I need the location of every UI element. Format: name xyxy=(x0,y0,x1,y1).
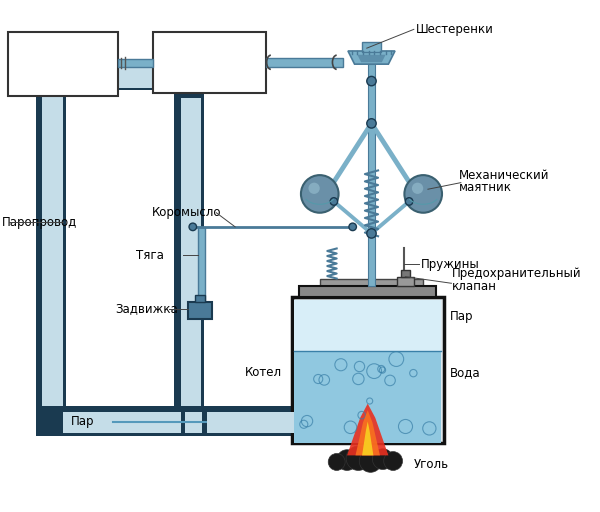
Bar xyxy=(181,98,201,420)
Bar xyxy=(8,32,118,96)
Circle shape xyxy=(406,198,413,205)
Bar xyxy=(397,276,414,286)
Bar xyxy=(174,92,204,426)
Circle shape xyxy=(301,175,338,213)
Text: клапан: клапан xyxy=(451,280,496,292)
Bar xyxy=(66,60,188,91)
Bar xyxy=(36,406,299,436)
Polygon shape xyxy=(355,410,380,455)
Circle shape xyxy=(412,183,423,194)
Bar xyxy=(118,58,153,67)
Text: Пар: Пар xyxy=(449,310,473,323)
Text: Задвижка: Задвижка xyxy=(115,302,178,315)
Text: Механический: Механический xyxy=(459,168,550,182)
Polygon shape xyxy=(358,55,386,62)
Circle shape xyxy=(367,76,376,86)
Polygon shape xyxy=(362,421,373,455)
Circle shape xyxy=(384,452,403,471)
Bar xyxy=(36,60,66,427)
Bar xyxy=(320,279,423,286)
Text: Коромысло: Коромысло xyxy=(152,206,222,219)
Polygon shape xyxy=(348,51,395,64)
Circle shape xyxy=(308,183,320,194)
Bar xyxy=(43,67,63,420)
Bar xyxy=(295,300,441,351)
Polygon shape xyxy=(347,403,388,455)
Circle shape xyxy=(359,450,382,472)
Bar xyxy=(292,297,444,443)
Bar xyxy=(188,302,212,319)
Bar xyxy=(153,32,266,93)
Text: Паропровод: Паропровод xyxy=(2,216,77,229)
Bar xyxy=(320,286,423,295)
Bar xyxy=(202,406,298,436)
Bar xyxy=(368,64,375,286)
Bar xyxy=(207,412,296,433)
Bar xyxy=(43,67,63,88)
Bar xyxy=(43,406,63,436)
Bar xyxy=(185,412,206,433)
Bar xyxy=(199,227,205,307)
Text: Шестеренки: Шестеренки xyxy=(416,23,494,36)
Text: Тяга: Тяга xyxy=(136,248,164,262)
Circle shape xyxy=(328,454,345,471)
Circle shape xyxy=(330,198,338,205)
Bar xyxy=(43,412,295,433)
Text: Котел: Котел xyxy=(245,366,281,379)
Circle shape xyxy=(367,119,376,128)
Text: Уголь: Уголь xyxy=(414,458,449,471)
Text: Предохранительный: Предохранительный xyxy=(451,267,581,281)
Text: Паровая: Паровая xyxy=(184,50,236,62)
Circle shape xyxy=(404,175,442,213)
Text: Пар: Пар xyxy=(71,415,94,428)
Circle shape xyxy=(337,450,358,471)
Text: Вода: Вода xyxy=(449,366,480,379)
Text: Нагрузка: Нагрузка xyxy=(34,41,92,54)
Text: маятник: маятник xyxy=(459,181,512,194)
Bar xyxy=(299,286,436,297)
Text: Пружины: Пружины xyxy=(421,258,479,271)
Bar xyxy=(295,351,441,443)
Bar xyxy=(66,60,160,91)
Circle shape xyxy=(367,229,376,238)
Bar xyxy=(362,41,381,52)
Circle shape xyxy=(373,449,393,470)
Bar xyxy=(71,67,158,88)
Text: (привод: (привод xyxy=(39,55,87,66)
Bar xyxy=(181,406,211,436)
Bar xyxy=(266,57,343,67)
Bar xyxy=(194,294,205,302)
Text: машина: машина xyxy=(185,63,235,76)
Circle shape xyxy=(346,446,371,471)
Bar xyxy=(401,270,410,276)
Circle shape xyxy=(349,223,356,230)
Circle shape xyxy=(189,223,197,230)
Text: трансмиссий): трансмиссий) xyxy=(23,69,103,78)
Bar xyxy=(66,67,181,88)
